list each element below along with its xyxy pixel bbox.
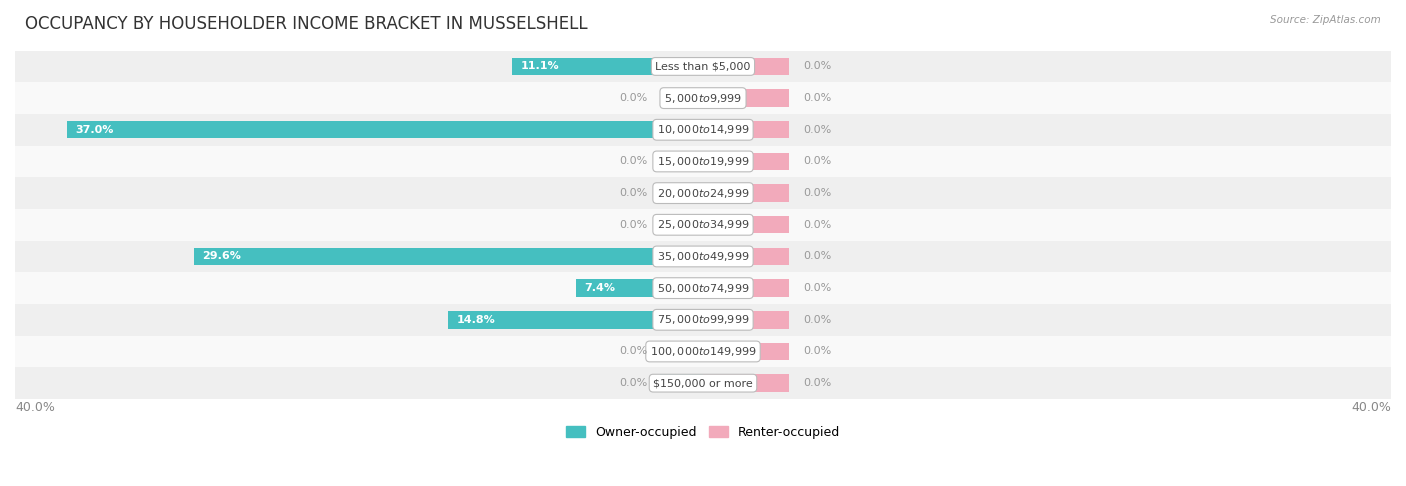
Text: 0.0%: 0.0%: [803, 188, 831, 198]
Text: 0.0%: 0.0%: [803, 93, 831, 103]
Text: $20,000 to $24,999: $20,000 to $24,999: [657, 187, 749, 200]
Bar: [659, 89, 703, 107]
Bar: [449, 311, 703, 329]
Bar: [703, 184, 789, 202]
Text: 0.0%: 0.0%: [803, 283, 831, 293]
Text: $50,000 to $74,999: $50,000 to $74,999: [657, 281, 749, 295]
Text: 7.4%: 7.4%: [585, 283, 616, 293]
Text: 0.0%: 0.0%: [620, 188, 648, 198]
Bar: [703, 121, 789, 139]
Text: 0.0%: 0.0%: [620, 156, 648, 166]
Bar: [15, 114, 1391, 146]
Text: $15,000 to $19,999: $15,000 to $19,999: [657, 155, 749, 168]
Bar: [703, 58, 789, 75]
Text: $150,000 or more: $150,000 or more: [654, 378, 752, 388]
Text: 0.0%: 0.0%: [803, 156, 831, 166]
Text: 0.0%: 0.0%: [803, 251, 831, 261]
Text: 0.0%: 0.0%: [803, 315, 831, 325]
Bar: [659, 374, 703, 392]
Text: 0.0%: 0.0%: [803, 125, 831, 135]
Bar: [15, 82, 1391, 114]
Text: $5,000 to $9,999: $5,000 to $9,999: [664, 91, 742, 104]
Bar: [703, 89, 789, 107]
Text: 40.0%: 40.0%: [1351, 401, 1391, 414]
Bar: [194, 248, 703, 265]
Bar: [15, 51, 1391, 82]
Text: 0.0%: 0.0%: [620, 347, 648, 356]
Bar: [659, 216, 703, 233]
Bar: [659, 343, 703, 360]
Text: 11.1%: 11.1%: [520, 61, 560, 71]
Bar: [66, 121, 703, 139]
Text: 40.0%: 40.0%: [15, 401, 55, 414]
Text: 37.0%: 37.0%: [75, 125, 114, 135]
Bar: [15, 209, 1391, 241]
Bar: [659, 153, 703, 170]
Bar: [703, 153, 789, 170]
Text: $10,000 to $14,999: $10,000 to $14,999: [657, 123, 749, 136]
Bar: [703, 248, 789, 265]
Text: Less than $5,000: Less than $5,000: [655, 61, 751, 71]
Bar: [15, 304, 1391, 336]
Bar: [512, 58, 703, 75]
Text: Source: ZipAtlas.com: Source: ZipAtlas.com: [1270, 15, 1381, 25]
Text: 14.8%: 14.8%: [457, 315, 496, 325]
Bar: [15, 272, 1391, 304]
Text: 0.0%: 0.0%: [620, 378, 648, 388]
Bar: [15, 146, 1391, 177]
Bar: [15, 336, 1391, 367]
Bar: [15, 177, 1391, 209]
Bar: [703, 374, 789, 392]
Text: 0.0%: 0.0%: [803, 61, 831, 71]
Bar: [575, 279, 703, 297]
Text: $100,000 to $149,999: $100,000 to $149,999: [650, 345, 756, 358]
Text: 29.6%: 29.6%: [202, 251, 242, 261]
Text: $25,000 to $34,999: $25,000 to $34,999: [657, 218, 749, 231]
Text: 0.0%: 0.0%: [620, 93, 648, 103]
Text: OCCUPANCY BY HOUSEHOLDER INCOME BRACKET IN MUSSELSHELL: OCCUPANCY BY HOUSEHOLDER INCOME BRACKET …: [25, 15, 588, 33]
Bar: [703, 279, 789, 297]
Bar: [15, 241, 1391, 272]
Legend: Owner-occupied, Renter-occupied: Owner-occupied, Renter-occupied: [561, 420, 845, 444]
Text: 0.0%: 0.0%: [803, 378, 831, 388]
Bar: [659, 184, 703, 202]
Text: 0.0%: 0.0%: [803, 220, 831, 230]
Bar: [703, 343, 789, 360]
Text: 0.0%: 0.0%: [620, 220, 648, 230]
Text: 0.0%: 0.0%: [803, 347, 831, 356]
Bar: [15, 367, 1391, 399]
Bar: [703, 216, 789, 233]
Text: $35,000 to $49,999: $35,000 to $49,999: [657, 250, 749, 263]
Text: $75,000 to $99,999: $75,000 to $99,999: [657, 313, 749, 326]
Bar: [703, 311, 789, 329]
